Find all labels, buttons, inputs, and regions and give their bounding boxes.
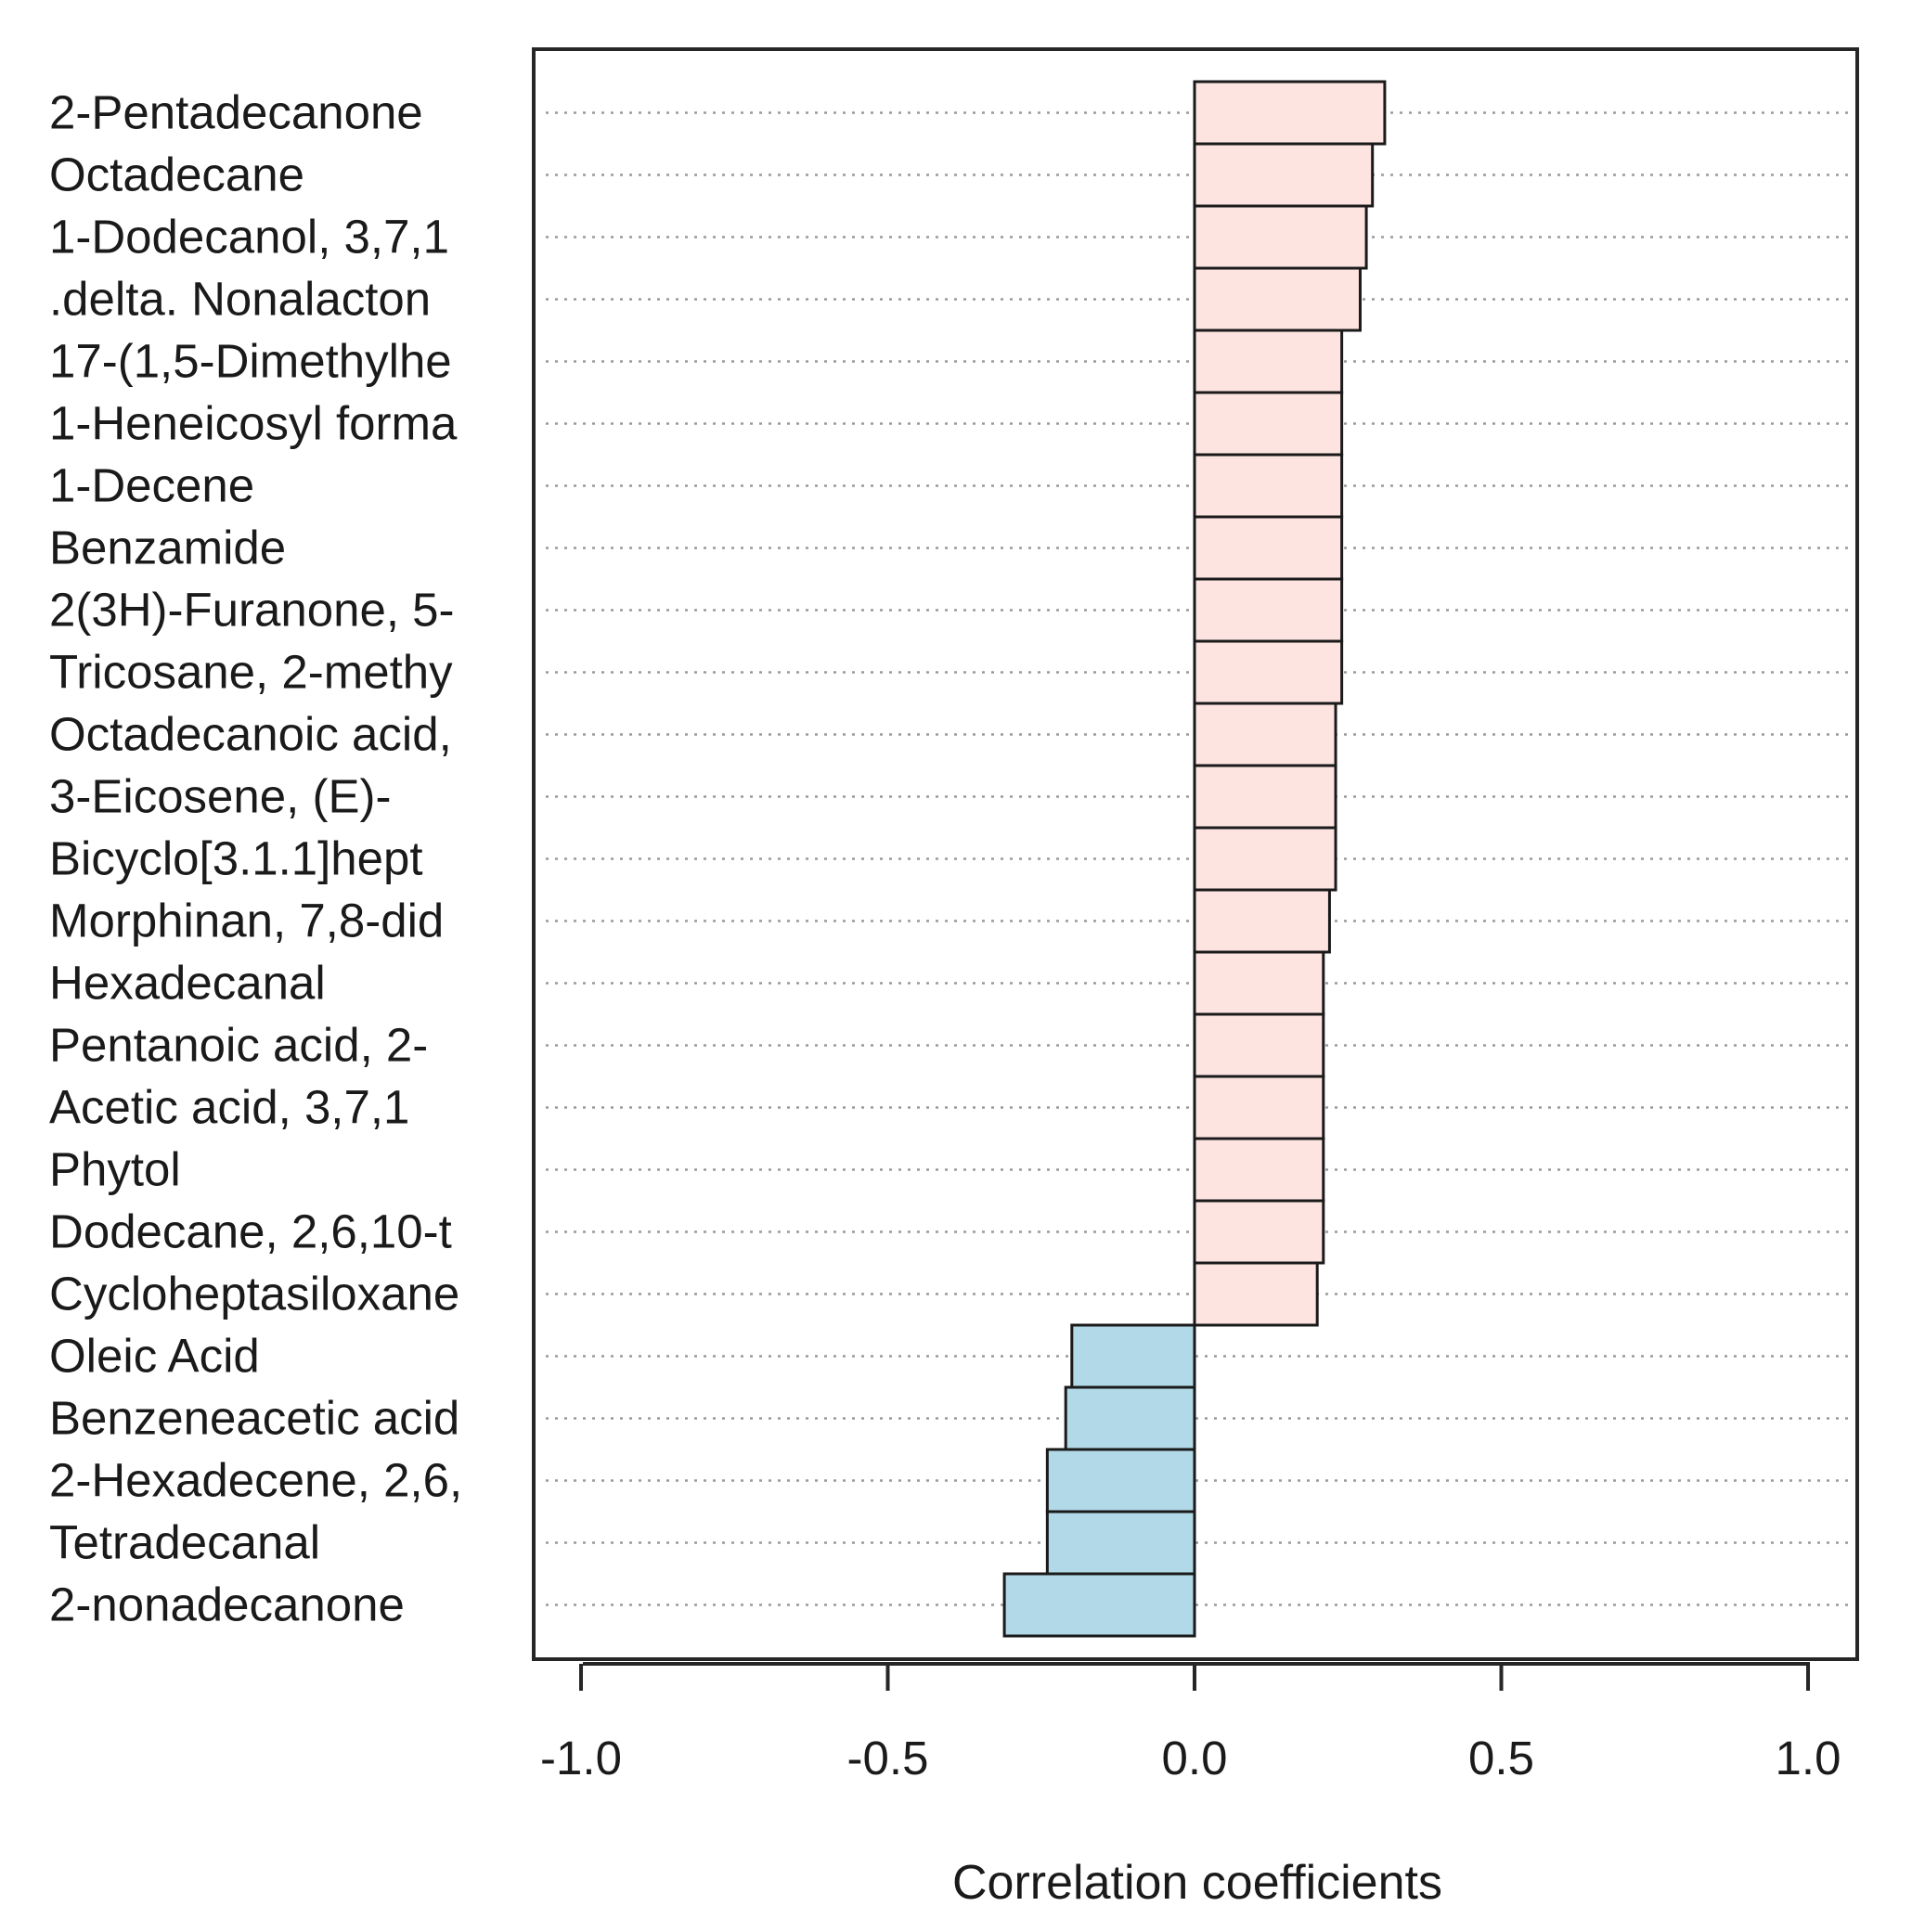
x-tick-label: 1.0 xyxy=(1776,1732,1841,1784)
bar-14 xyxy=(1193,888,1331,954)
bars xyxy=(1002,80,1387,1638)
category-label: Octadecane xyxy=(49,148,304,201)
bar-8 xyxy=(1193,515,1344,581)
category-label: 17-(1,5-Dimethylhe xyxy=(49,335,452,388)
bar-11 xyxy=(1193,702,1337,767)
x-axis-title: Correlation coefficients xyxy=(952,1856,1442,1910)
category-label: Octadecanoic acid, xyxy=(49,708,452,761)
bar-20 xyxy=(1193,1261,1319,1327)
x-axis: -1.0 -0.5 0.0 0.5 1.0 xyxy=(540,1662,1841,1784)
category-label: Pentanoic acid, 2- xyxy=(49,1019,428,1072)
bar-2 xyxy=(1193,142,1375,208)
category-label: Cycloheptasiloxane xyxy=(49,1268,459,1320)
category-label: Acetic acid, 3,7,1 xyxy=(49,1081,409,1134)
category-label: 2(3H)-Furanone, 5- xyxy=(49,584,455,637)
category-label: 3-Eicosene, (E)- xyxy=(49,770,391,823)
bar-6 xyxy=(1193,391,1344,457)
plot-frame xyxy=(532,47,1859,1661)
category-label: .delta. Nonalacton xyxy=(49,273,431,326)
x-tick-label: 0.5 xyxy=(1468,1732,1534,1784)
category-label: Benzeneacetic acid xyxy=(49,1392,459,1445)
bar-4 xyxy=(1193,266,1362,332)
category-label: Hexadecanal xyxy=(49,957,326,1010)
category-label: 2-nonadecanone xyxy=(49,1578,405,1631)
bar-5 xyxy=(1193,328,1344,394)
bar-25 xyxy=(1002,1572,1196,1638)
category-label: Bicyclo[3.1.1]hept xyxy=(49,832,423,885)
x-tick-label: -1.0 xyxy=(540,1732,622,1784)
category-label: 1-Dodecanol, 3,7,1 xyxy=(49,211,449,264)
bar-23 xyxy=(1045,1448,1196,1513)
bar-3 xyxy=(1193,204,1368,270)
category-label: Tetradecanal xyxy=(49,1516,320,1569)
bar-1 xyxy=(1193,80,1387,146)
x-tick-label: 0.0 xyxy=(1162,1732,1228,1784)
bar-13 xyxy=(1193,826,1337,892)
category-label: Benzamide xyxy=(49,522,286,574)
category-label: 2-Pentadecanone xyxy=(49,86,423,139)
category-label: Tricosane, 2-methy xyxy=(49,646,453,699)
category-label: 1-Heneicosyl forma xyxy=(49,397,458,450)
bar-15 xyxy=(1193,950,1325,1016)
bar-22 xyxy=(1064,1385,1196,1451)
bar-17 xyxy=(1193,1075,1325,1140)
category-label: 2-Hexadecene, 2,6, xyxy=(49,1454,462,1507)
x-tick-label: -0.5 xyxy=(847,1732,929,1784)
category-label: Oleic Acid xyxy=(49,1330,260,1383)
bar-10 xyxy=(1193,639,1344,705)
category-label: Morphinan, 7,8-did xyxy=(49,895,444,947)
bar-24 xyxy=(1045,1510,1196,1576)
category-label: 1-Decene xyxy=(49,459,254,512)
bar-16 xyxy=(1193,1012,1325,1078)
bar-18 xyxy=(1193,1137,1325,1203)
bar-21 xyxy=(1070,1323,1196,1389)
category-label: Phytol xyxy=(49,1143,181,1196)
bar-9 xyxy=(1193,577,1344,643)
bar-12 xyxy=(1193,764,1337,830)
bar-7 xyxy=(1193,453,1344,519)
category-labels: 2-Pentadecanone Octadecane 1-Dodecanol, 3,… xyxy=(49,86,462,1631)
bar-19 xyxy=(1193,1199,1325,1265)
category-label: Dodecane, 2,6,10-t xyxy=(49,1205,452,1258)
